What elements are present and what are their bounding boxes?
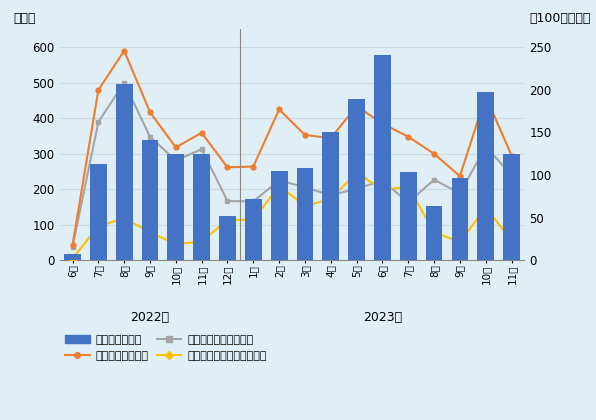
Text: 2023年: 2023年	[363, 311, 402, 324]
Bar	[116, 84, 132, 260]
Bar	[142, 140, 159, 260]
Legend: 執行額（右軸）, 執行件数（全体）, 執行件数（優先分野）, 執行件数（優先分野以外）: 執行額（右軸）, 執行件数（全体）, 執行件数（優先分野）, 執行件数（優先分野…	[65, 335, 266, 361]
Bar	[503, 154, 520, 260]
Bar	[167, 154, 184, 260]
Bar	[245, 200, 262, 260]
Bar	[271, 171, 287, 260]
Text: （件）: （件）	[13, 12, 36, 25]
Bar	[322, 132, 339, 260]
Bar	[219, 216, 236, 260]
Bar	[477, 92, 494, 260]
Bar	[90, 164, 107, 260]
Bar	[297, 168, 313, 260]
Text: （100万ドル）: （100万ドル）	[529, 12, 591, 25]
Bar	[374, 55, 391, 260]
Text: 2022年: 2022年	[131, 311, 169, 324]
Bar	[348, 99, 365, 260]
Bar	[426, 206, 442, 260]
Bar	[64, 254, 81, 260]
Bar	[452, 178, 468, 260]
Bar	[193, 154, 210, 260]
Bar	[400, 172, 417, 260]
